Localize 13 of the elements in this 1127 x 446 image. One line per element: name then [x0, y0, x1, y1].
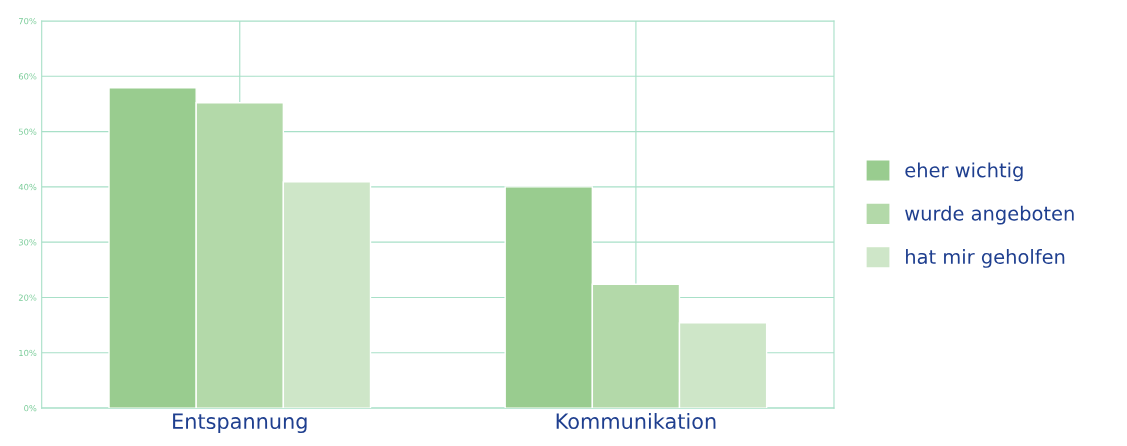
legend-label: eher wichtig: [905, 162, 1023, 182]
x-tick-label: Kommunikation: [556, 412, 716, 430]
legend-label: wurde angeboten: [905, 205, 1074, 225]
y-tick-label: 50%: [18, 128, 37, 135]
y-tick-label: 30%: [18, 239, 37, 246]
y-tick-label: 0%: [24, 405, 37, 412]
x-tick-label: Entspannung: [173, 413, 307, 434]
legend-label: hat mir geholfen: [906, 249, 1065, 268]
y-tick-label: 40%: [18, 183, 37, 191]
y-tick-label: 10%: [19, 349, 37, 357]
y-tick-label: 60%: [18, 73, 37, 80]
y-tick-label: 70%: [19, 17, 37, 25]
y-tick-label: 20%: [18, 294, 37, 301]
